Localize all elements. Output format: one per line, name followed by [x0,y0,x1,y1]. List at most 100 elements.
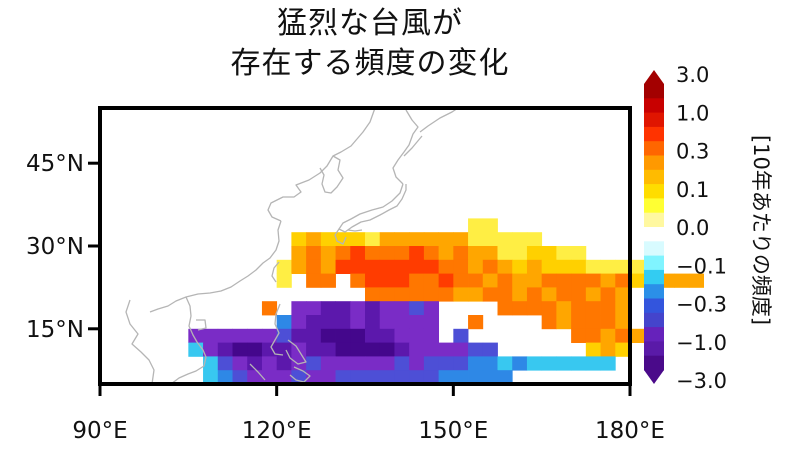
grid-cell [247,328,263,343]
grid-cell [232,356,248,371]
grid-cell [379,232,395,247]
colorbar-swatch [644,312,664,328]
grid-cell [585,356,601,371]
grid-cell [571,273,587,288]
grid-cell [320,370,336,385]
grid-cell [291,370,307,385]
grid-cell [261,301,278,316]
grid-cell [365,259,381,274]
grid-cell [394,232,410,247]
grid-cell [526,287,543,302]
grid-cell [541,356,557,371]
x-tick-label: 180°E [595,418,665,444]
grid-cell [556,259,572,274]
grid-cell [365,287,381,302]
grid-cell [423,370,440,385]
grid-cell [320,259,336,274]
grid-cell [261,328,278,343]
grid-cell [497,287,513,302]
grid-cell [365,356,381,371]
grid-cell [350,246,366,261]
grid-cell [438,287,454,302]
grid-cell [541,273,557,288]
grid-cell [276,328,292,343]
grid-cell [232,342,248,357]
grid-cell [571,301,587,316]
grid-cell [306,273,322,288]
colorbar-swatch [644,212,664,228]
grid-cell [188,342,204,357]
grid-cell [306,301,322,316]
grid-cell [600,287,616,302]
grid-cell [438,356,454,371]
grid-cell [482,232,498,247]
colorbar-lower-arrow [644,370,664,384]
grid-cell [306,246,322,261]
coastline-china-east [149,220,282,313]
grid-cell [600,356,616,371]
colorbar-swatch [644,284,664,299]
grid-cell [291,232,307,247]
coastline-palawan [249,363,266,381]
frequency-change-grid [188,218,705,385]
grid-cell [556,315,572,330]
grid-cell [320,328,336,343]
grid-cell [585,301,601,316]
grid-cell [320,246,336,261]
grid-cell [306,232,322,247]
grid-cell [423,356,440,371]
grid-cell [335,315,351,330]
grid-cell [674,273,690,288]
coastline-hainan [196,319,207,331]
grid-cell [291,246,307,261]
grid-cell [468,218,484,233]
axis-ticks: 90°E 120°E 150°E 180°E 45°N 30°N 15°N [26,151,665,444]
grid-cell [688,273,705,288]
grid-cell [512,356,528,371]
grid-cell [379,273,395,288]
grid-cell [497,370,513,385]
grid-cell [615,259,631,274]
grid-cell [630,328,646,343]
grid-cell [409,259,425,274]
grid-cell [615,342,631,357]
grid-cell [276,370,292,385]
grid-cell [203,356,219,371]
grid-cell [438,259,454,274]
grid-cell [512,301,528,316]
colorbar-swatch [644,298,664,314]
grid-cell [556,246,572,261]
grid-cell [453,246,469,261]
grid-cell [453,232,469,247]
grid-cell [585,287,601,302]
grid-cell [379,287,395,302]
grid-cell [468,370,484,385]
grid-cell [394,315,410,330]
colorbar-swatch [644,155,664,171]
grid-cell [556,356,572,371]
grid-cell [468,287,484,302]
grid-cell [585,328,601,343]
grid-cell [512,246,528,261]
grid-cell [615,301,631,316]
colorbar-tick-label: −0.1 [676,254,727,278]
grid-cell [261,356,278,371]
grid-cell [571,287,587,302]
grid-cell [320,301,336,316]
grid-cell [585,259,601,274]
grid-cell [232,370,248,385]
grid-cell [482,342,498,357]
grid-cell [600,301,616,316]
grid-cell [585,315,601,330]
grid-cell [394,328,410,343]
grid-cell [423,328,440,343]
colorbar-swatch [644,198,664,214]
grid-cell [615,328,631,343]
grid-cell [276,315,292,330]
grid-cell [571,259,587,274]
grid-cell [468,273,484,288]
colorbar-swatch [644,84,664,99]
colorbar-swatch [644,141,664,156]
grid-cell [438,246,454,261]
grid-cell [541,246,557,261]
